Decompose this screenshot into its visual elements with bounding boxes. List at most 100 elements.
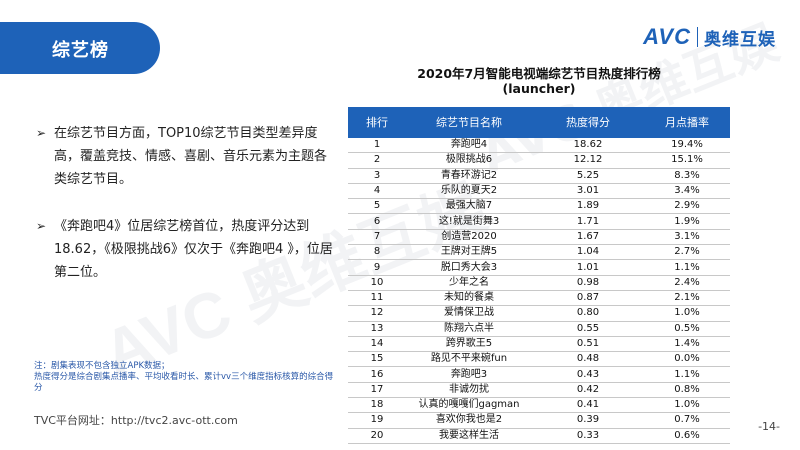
cell-rank: 12 [348,305,406,322]
cell-monthly-rate: 1.0% [644,305,730,322]
cell-rank: 4 [348,183,406,200]
logo-cn-text: 奥维互娱 [704,29,776,50]
cell-monthly-rate: 3.4% [644,183,730,200]
cell-heat-score: 1.67 [532,229,644,246]
table-row: 20 我要这样生活 0.33 0.6% [348,428,730,444]
cell-heat-score: 1.71 [532,213,644,230]
table-row: 6 这!就是街舞3 1.71 1.9% [348,213,730,230]
bullet-text: 在综艺节目方面，TOP10综艺节目类型差异度高，覆盖竞技、情感、喜剧、音乐元素为… [54,126,328,187]
table-row: 3 青春环游记2 5.25 8.3% [348,168,730,184]
cell-rank: 15 [348,351,406,368]
cell-heat-score: 0.39 [532,412,644,429]
arrow-bullet-icon: ➢ [36,219,47,233]
cell-heat-score: 3.01 [532,183,644,200]
cell-rank: 17 [348,382,406,399]
cell-show-name: 最强大脑7 [406,198,532,215]
bullet-item: ➢ 在综艺节目方面，TOP10综艺节目类型差异度高，覆盖竞技、情感、喜剧、音乐元… [36,122,336,191]
cell-show-name: 认真的嘎嘎们gagman [406,397,532,414]
cell-rank: 9 [348,259,406,276]
cell-show-name: 极限挑战6 [406,152,532,169]
cell-rank: 10 [348,275,406,291]
footnote: 注：剧集表现不包含独立APK数据； 热度得分是综合剧集点播率、平均收看时长、累计… [34,361,334,393]
cell-heat-score: 0.80 [532,305,644,322]
bullet-text: 《奔跑吧4》位居综艺榜首位，热度评分达到18.62，《极限挑战6》仅次于《奔跑吧… [54,219,333,280]
cell-rank: 13 [348,321,406,337]
cell-heat-score: 0.51 [532,336,644,353]
cell-show-name: 脱口秀大会3 [406,259,532,276]
table-row: 14 跨界歌王5 0.51 1.4% [348,336,730,353]
arrow-bullet-icon: ➢ [36,126,47,140]
cell-heat-score: 0.55 [532,321,644,337]
cell-rank: 6 [348,213,406,230]
cell-rank: 18 [348,397,406,414]
header-monthly-rate: 月点播率 [644,107,730,137]
cell-heat-score: 1.01 [532,259,644,276]
table-header-row: 排行 综艺节目名称 热度得分 月点播率 [348,107,730,137]
cell-rank: 2 [348,152,406,169]
cell-monthly-rate: 2.1% [644,290,730,307]
cell-heat-score: 18.62 [532,136,644,154]
cell-rank: 11 [348,290,406,307]
cell-monthly-rate: 1.1% [644,366,730,383]
cell-heat-score: 0.42 [532,382,644,399]
table-row: 5 最强大脑7 1.89 2.9% [348,198,730,215]
cell-show-name: 路见不平来碗fun [406,351,532,368]
cell-monthly-rate: 0.6% [644,428,730,444]
cell-rank: 20 [348,428,406,444]
cell-show-name: 乐队的夏天2 [406,183,532,200]
table-row: 17 非诚勿扰 0.42 0.8% [348,382,730,399]
brand-logo: AVC 奥维互娱 [643,24,776,50]
cell-rank: 14 [348,336,406,353]
cell-show-name: 未知的餐桌 [406,290,532,307]
cell-rank: 5 [348,198,406,215]
bullet-item: ➢ 《奔跑吧4》位居综艺榜首位，热度评分达到18.62，《极限挑战6》仅次于《奔… [36,215,336,284]
cell-show-name: 非诚勿扰 [406,382,532,399]
cell-heat-score: 0.41 [532,397,644,414]
table-row: 18 认真的嘎嘎们gagman 0.41 1.0% [348,397,730,414]
cell-rank: 19 [348,412,406,429]
logo-divider [697,27,698,47]
table-body: 1 奔跑吧4 18.62 19.4% 2 极限挑战6 12.12 15.1% 3 青春环游记2 5.… [348,136,730,444]
cell-heat-score: 5.25 [532,168,644,184]
cell-show-name: 创造营2020 [406,229,532,246]
cell-monthly-rate: 3.1% [644,229,730,246]
cell-show-name: 我要这样生活 [406,428,532,444]
table-row: 13 陈翔六点半 0.55 0.5% [348,321,730,337]
cell-rank: 7 [348,229,406,246]
cell-heat-score: 0.87 [532,290,644,307]
cell-show-name: 陈翔六点半 [406,321,532,337]
cell-show-name: 奔跑吧4 [406,136,532,154]
header-heat-score: 热度得分 [532,107,644,137]
cell-monthly-rate: 1.9% [644,213,730,230]
cell-heat-score: 1.04 [532,244,644,261]
table-row: 19 喜欢你我也是2 0.39 0.7% [348,412,730,429]
table-title: 2020年7月智能电视端综艺节目热度排行榜 (launcher) [417,66,661,96]
cell-monthly-rate: 1.4% [644,336,730,353]
cell-show-name: 奔跑吧3 [406,366,532,383]
cell-rank: 3 [348,168,406,184]
cell-show-name: 这!就是街舞3 [406,213,532,230]
cell-heat-score: 1.89 [532,198,644,215]
cell-monthly-rate: 1.0% [644,397,730,414]
cell-monthly-rate: 0.8% [644,382,730,399]
platform-link[interactable]: TVC平台网址：http://tvc2.avc-ott.com [34,414,238,427]
table-row: 1 奔跑吧4 18.62 19.4% [348,136,730,154]
cell-heat-score: 0.33 [532,428,644,444]
table-row: 9 脱口秀大会3 1.01 1.1% [348,259,730,276]
table-row: 16 奔跑吧3 0.43 1.1% [348,366,730,383]
cell-monthly-rate: 0.7% [644,412,730,429]
cell-rank: 16 [348,366,406,383]
cell-rank: 8 [348,244,406,261]
table-row: 12 爱情保卫战 0.80 1.0% [348,305,730,322]
cell-monthly-rate: 2.7% [644,244,730,261]
cell-show-name: 青春环游记2 [406,168,532,184]
page-number: -14- [758,420,780,433]
cell-monthly-rate: 2.4% [644,275,730,291]
table-row: 8 王牌对王牌5 1.04 2.7% [348,244,730,261]
header-show-name: 综艺节目名称 [406,107,532,137]
page-title: 综艺榜 [52,40,109,61]
cell-monthly-rate: 1.1% [644,259,730,276]
cell-heat-score: 12.12 [532,152,644,169]
cell-heat-score: 0.98 [532,275,644,291]
cell-show-name: 王牌对王牌5 [406,244,532,261]
